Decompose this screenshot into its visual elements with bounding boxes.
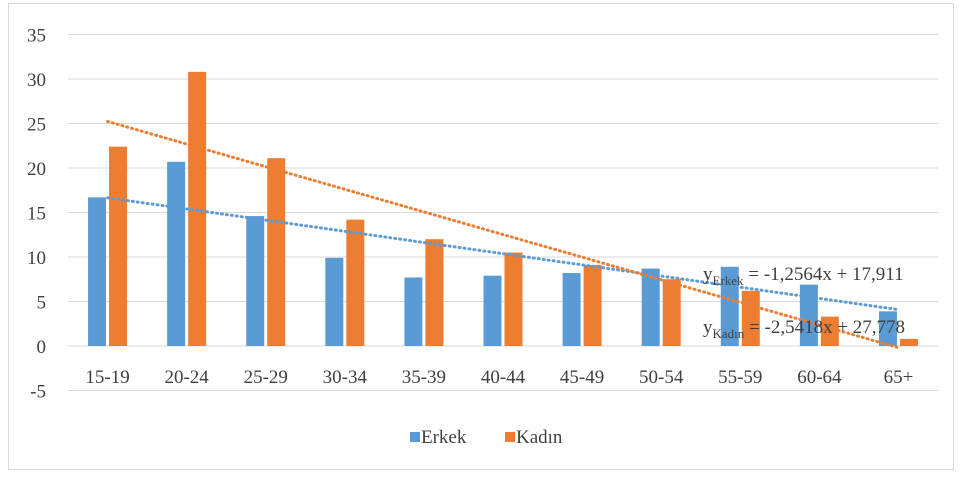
y-tick-label: 5	[37, 293, 47, 314]
x-tick-label: 65+	[884, 367, 914, 388]
y-axis-ticks: 35 30 25 20 15 10 5 0 -5	[27, 26, 46, 403]
trendline	[106, 196, 900, 312]
gridlines	[68, 34, 938, 391]
x-tick-label: 40-44	[481, 367, 526, 388]
bar-erkek	[720, 266, 739, 346]
trendlines	[106, 119, 900, 350]
legend-swatch	[505, 432, 515, 442]
bar-erkek	[878, 311, 897, 346]
bar-erkek	[325, 257, 344, 346]
y-tick-label: 20	[27, 159, 46, 180]
bar-kadin	[662, 279, 681, 346]
bar-kadin	[425, 239, 444, 346]
trendline-equation: yErkek = -1,2564x + 17,911	[703, 264, 904, 288]
y-tick-label: 0	[37, 337, 47, 358]
x-tick-label: 25-29	[244, 367, 288, 388]
x-tick-label: 45-49	[560, 367, 604, 388]
trendline-equations: yErkek = -1,2564x + 17,911 yKadın = -2,54…	[703, 264, 905, 341]
bar-kadin	[267, 158, 286, 346]
y-tick-label: 25	[27, 115, 46, 136]
bar-erkek	[483, 275, 502, 346]
x-axis-ticks: 15-19 20-24 25-29 30-34 35-39 40-44 45-49 50-54…	[85, 367, 913, 388]
legend: Erkek Kadın	[410, 427, 563, 448]
bar-kadin	[346, 219, 365, 346]
legend-label: Kadın	[516, 427, 563, 448]
trendline-equation: yKadın = -2,5418x + 27,778	[703, 317, 905, 341]
bar-kadin	[504, 252, 523, 346]
x-tick-label: 60-64	[797, 367, 842, 388]
bar-erkek	[641, 268, 660, 346]
legend-swatch	[410, 432, 420, 442]
bar-kadin	[899, 338, 918, 346]
bar-erkek	[404, 277, 423, 346]
bar-kadin	[583, 265, 602, 346]
bar-erkek	[562, 273, 581, 346]
y-tick-label: 35	[27, 26, 46, 47]
y-tick-label: 15	[27, 204, 46, 225]
legend-label: Erkek	[421, 427, 467, 448]
x-tick-label: 15-19	[85, 367, 129, 388]
x-tick-label: 35-39	[402, 367, 446, 388]
x-tick-label: 55-59	[718, 367, 762, 388]
y-tick-label: 30	[27, 70, 46, 91]
y-tick-label: -5	[30, 382, 46, 403]
bar-erkek	[799, 284, 818, 346]
chart-frame	[8, 3, 954, 470]
bar-kadin	[820, 316, 839, 346]
bar-kadin	[109, 146, 128, 346]
bar-erkek	[88, 197, 107, 346]
x-tick-label: 30-34	[323, 367, 368, 388]
bars	[88, 71, 918, 346]
x-tick-label: 20-24	[164, 367, 209, 388]
x-tick-label: 50-54	[639, 367, 684, 388]
bar-erkek	[246, 216, 265, 346]
y-tick-label: 10	[27, 248, 46, 269]
trendline	[106, 119, 900, 350]
bar-erkek	[167, 161, 186, 346]
